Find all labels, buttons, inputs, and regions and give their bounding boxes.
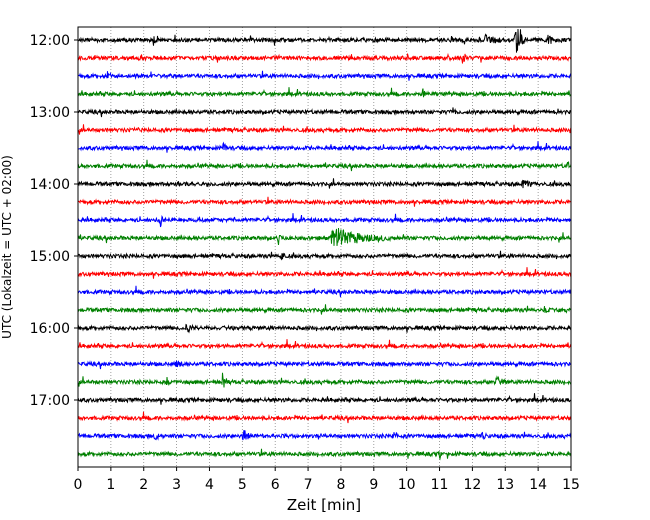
y-tick-label: 12:00: [30, 33, 70, 49]
y-tick-label: 13:00: [30, 105, 70, 121]
seismogram-traces: [77, 28, 572, 461]
trace-line: [77, 28, 572, 53]
x-tick-label: 8: [336, 477, 345, 493]
trace-line: [77, 339, 572, 350]
plot-frame: [77, 26, 572, 468]
x-tick-label: 4: [205, 477, 214, 493]
y-tick-label: 15:00: [30, 249, 70, 265]
x-tick-label: 1: [106, 477, 115, 493]
trace-line: [77, 323, 572, 334]
x-tick-label: 0: [74, 477, 83, 493]
trace-line: [77, 285, 572, 298]
x-axis-ticks: 0 1 2 3 4 5 6 7 8 9 10 11 12 13 14 15: [74, 467, 580, 493]
x-tick-label: 15: [562, 477, 580, 493]
trace-line: [77, 393, 572, 405]
x-tick-label: 5: [238, 477, 247, 493]
trace-line: [77, 196, 572, 207]
y-tick-label: 14:00: [30, 177, 70, 193]
x-tick-label: 7: [304, 477, 313, 493]
x-tick-label: 10: [398, 477, 416, 493]
x-tick-label: 2: [139, 477, 148, 493]
y-tick-label: 17:00: [30, 393, 70, 409]
trace-line: [77, 250, 572, 261]
x-tick-label: 6: [271, 477, 280, 493]
trace-line: [77, 448, 572, 461]
trace-line: [77, 430, 572, 441]
vertical-grid-lines: [110, 27, 539, 467]
trace-line: [77, 411, 572, 424]
y-axis-ticks: 12:00 13:00 14:00 15:00 16:00 17:00: [30, 33, 78, 409]
trace-line: [77, 372, 572, 388]
x-tick-label: 13: [496, 477, 514, 493]
y-axis-label: UTC (Lokalzeit = UTC + 02:00): [0, 155, 14, 339]
x-tick-label: 12: [463, 477, 481, 493]
trace-line: [77, 159, 572, 172]
trace-line: [77, 141, 572, 153]
y-tick-label: 16:00: [30, 321, 70, 337]
trace-line: [77, 124, 572, 135]
trace-line: [77, 227, 572, 246]
trace-line: [77, 213, 572, 228]
trace-line: [77, 267, 572, 279]
trace-line: [77, 304, 572, 315]
trace-line: [77, 87, 572, 98]
x-axis-label: Zeit [min]: [287, 496, 361, 514]
trace-line: [77, 178, 572, 189]
trace-line: [77, 52, 572, 64]
x-tick-label: 3: [172, 477, 181, 493]
trace-line: [77, 107, 572, 118]
trace-line: [77, 360, 572, 370]
x-tick-label: 14: [529, 477, 547, 493]
x-tick-label: 11: [431, 477, 449, 493]
x-tick-label: 9: [369, 477, 378, 493]
trace-line: [77, 70, 572, 81]
